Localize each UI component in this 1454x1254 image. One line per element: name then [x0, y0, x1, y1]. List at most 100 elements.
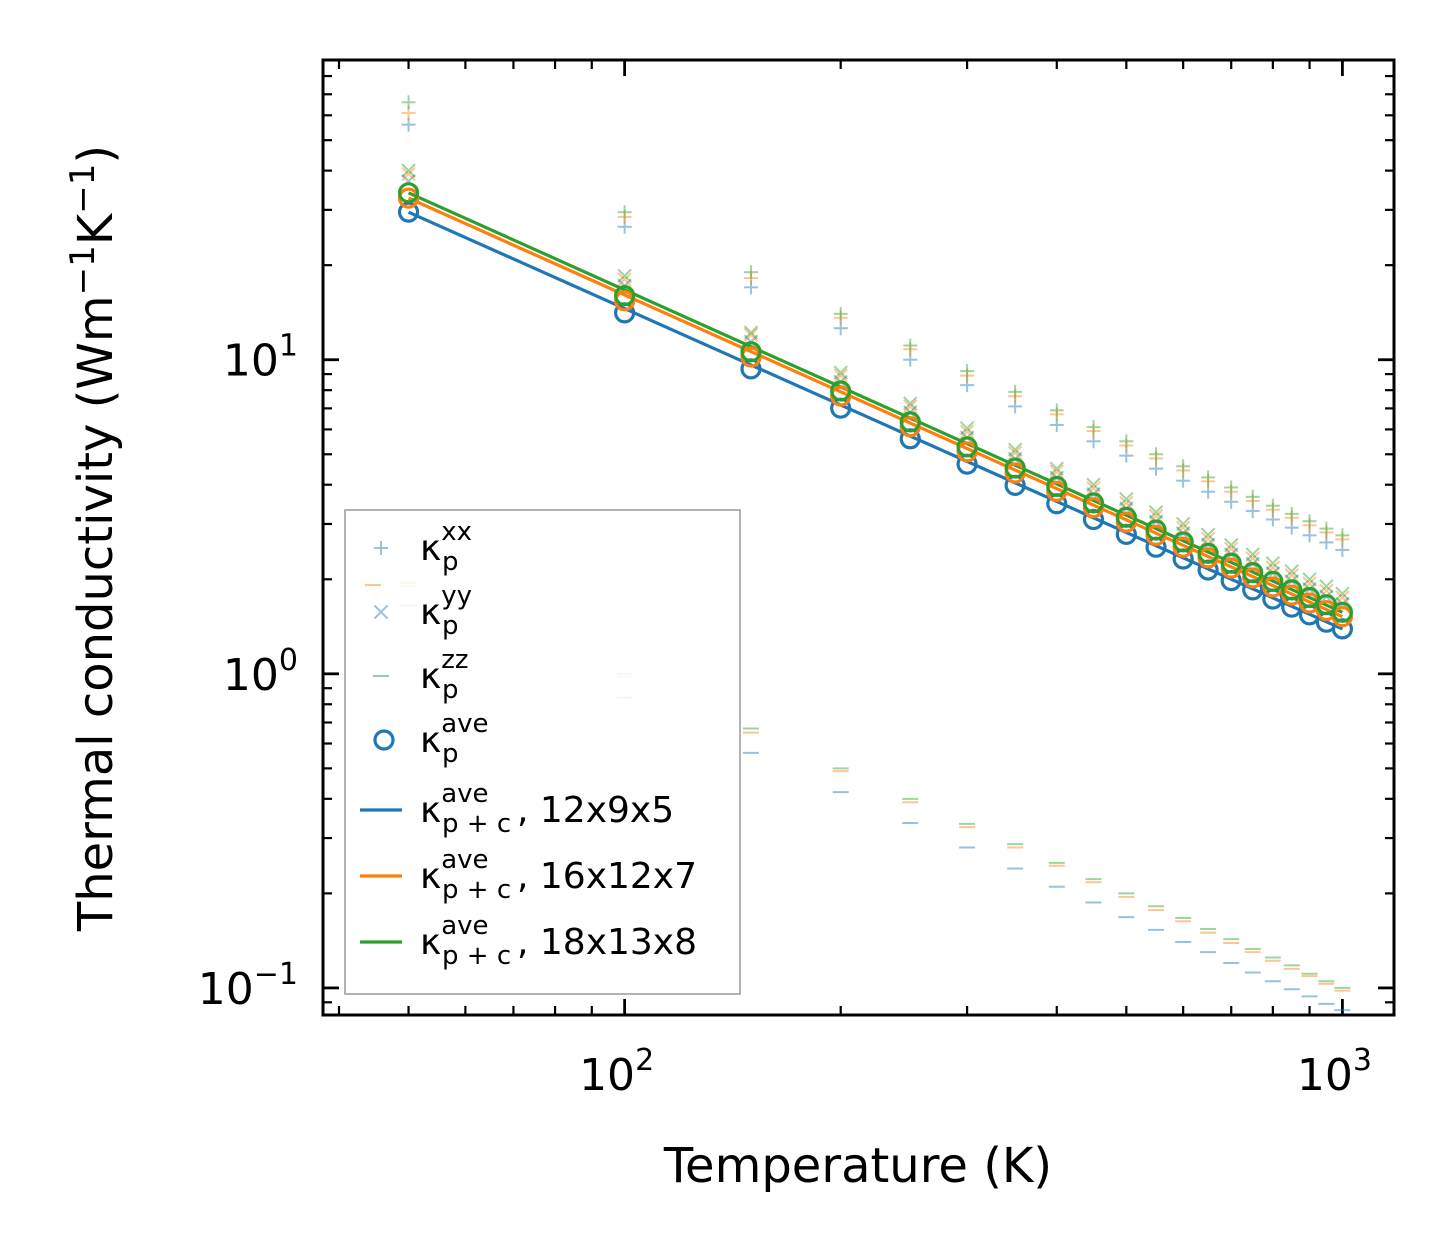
legend-handle — [365, 541, 388, 586]
kave-green-point — [1145, 519, 1167, 541]
x-marker-b — [1086, 480, 1101, 496]
x-marker-b — [401, 163, 416, 178]
x-marker-a — [617, 272, 632, 287]
legend-marker-circle — [373, 729, 395, 751]
x-marker-b — [959, 421, 975, 436]
plot-frame — [321, 58, 1396, 1017]
kave-green-point — [1004, 457, 1026, 479]
x-marker-b — [1224, 541, 1239, 557]
major-ticks — [323, 60, 1394, 1015]
x-tick-label-exp: 3 — [1353, 1043, 1372, 1078]
x-marker-b — [1200, 531, 1216, 547]
x-marker-a — [743, 327, 759, 343]
kxx-orange-point — [1224, 484, 1239, 499]
circle-marker — [397, 182, 420, 204]
fit-line-12x9x5 — [407, 210, 1344, 631]
x-marker-a — [1265, 556, 1281, 571]
legend-sup: yy — [441, 581, 472, 611]
legend-suffix: , 16x12x7 — [517, 856, 697, 897]
y-axis-label: Thermal conductivity (Wm−1K−1) — [63, 145, 124, 932]
kxx-green-point — [1224, 480, 1239, 495]
x-marker-b — [1119, 491, 1134, 507]
legend-symbol: κ — [420, 528, 441, 569]
x-marker-b — [1224, 537, 1239, 553]
circle-marker — [1082, 492, 1105, 514]
x-marker-b — [743, 327, 759, 343]
legend-label: κave — [420, 779, 489, 831]
x-marker-b — [833, 368, 848, 383]
x-marker-b — [1007, 445, 1023, 461]
x-marker-b — [617, 268, 632, 284]
x-marker-b — [1007, 442, 1023, 457]
kyy-orange-point — [1049, 464, 1064, 479]
circle-marker — [1281, 579, 1303, 601]
kxx-orange-point — [1008, 389, 1023, 404]
circle-marker — [1004, 457, 1026, 479]
kyy-orange-point — [1245, 551, 1260, 566]
kxx-blue-point — [1302, 528, 1317, 543]
legend-sub: p + c — [442, 941, 511, 971]
kxx-green-point — [1008, 384, 1023, 399]
x-marker-a — [617, 268, 632, 284]
x-marker-b — [959, 424, 975, 439]
kxx-green-point — [1049, 403, 1064, 418]
x-marker-a — [1224, 541, 1239, 557]
kyy-orange-point — [743, 327, 759, 343]
x-marker-b — [1175, 520, 1191, 535]
kxx-blue-point — [1245, 503, 1260, 518]
kxx-orange-point — [833, 310, 848, 325]
x-marker-a — [1302, 572, 1317, 587]
kave-green-point — [1082, 492, 1105, 514]
kxx-orange-point — [1176, 463, 1191, 478]
kyy-orange-point — [1119, 495, 1134, 511]
kxx-orange-point — [744, 271, 759, 286]
kxx-green-point — [617, 205, 632, 220]
x-marker-b — [617, 272, 632, 287]
legend-label: κave — [420, 709, 489, 761]
kyy-green-point — [1284, 564, 1299, 579]
x-marker-a — [401, 163, 416, 178]
x-marker-b — [1265, 556, 1281, 571]
kyy-orange-point — [1007, 445, 1023, 461]
kxx-blue-point — [401, 117, 416, 132]
legend-sup: ave — [441, 779, 488, 809]
kxx-green-point — [1086, 420, 1101, 435]
x-marker-b — [1119, 495, 1134, 511]
legend-symbol: κ — [420, 922, 441, 963]
kyy-green-point — [1200, 527, 1216, 543]
x-marker-a — [1200, 531, 1216, 547]
legend-label: κave — [420, 911, 489, 963]
kyy-orange-point — [1302, 576, 1317, 591]
kxx-blue-point — [1149, 461, 1164, 476]
x-marker-b — [1284, 564, 1299, 579]
kxx-green-point — [1245, 489, 1260, 504]
kxx-green-point — [1176, 459, 1191, 474]
legend-frame — [344, 509, 741, 995]
kxx-green-point — [833, 306, 848, 321]
y-axis-label-unit: K — [68, 212, 124, 245]
kxx-green-point — [1284, 506, 1299, 521]
kxx-green-point — [1335, 528, 1350, 543]
kxx-green-point — [1119, 434, 1134, 449]
x-marker-a — [959, 421, 975, 436]
kxx-blue-point — [617, 219, 632, 234]
x-marker-a — [1049, 461, 1064, 476]
circle-marker — [1331, 601, 1354, 623]
kave-green-point — [1115, 506, 1137, 528]
y-tick-label-exp: 0 — [279, 643, 298, 678]
x-marker-a — [1119, 495, 1134, 511]
x-marker-a — [1335, 590, 1350, 605]
kyy-orange-point — [1224, 541, 1239, 557]
kxx-blue-point — [1049, 417, 1064, 432]
kyy-green-point — [1175, 516, 1191, 532]
x-marker-a — [1200, 527, 1216, 543]
kxx-orange-point — [1335, 532, 1350, 547]
kyy-orange-point — [1319, 583, 1334, 598]
x-marker-b — [1175, 516, 1191, 532]
kxx-orange-point — [1245, 494, 1260, 509]
kave-green-point — [1281, 579, 1303, 601]
legend-sup: zz — [441, 645, 468, 675]
x-marker-a — [1119, 491, 1134, 507]
kxx-green-point — [1149, 447, 1164, 462]
kave-green-point — [397, 182, 420, 204]
